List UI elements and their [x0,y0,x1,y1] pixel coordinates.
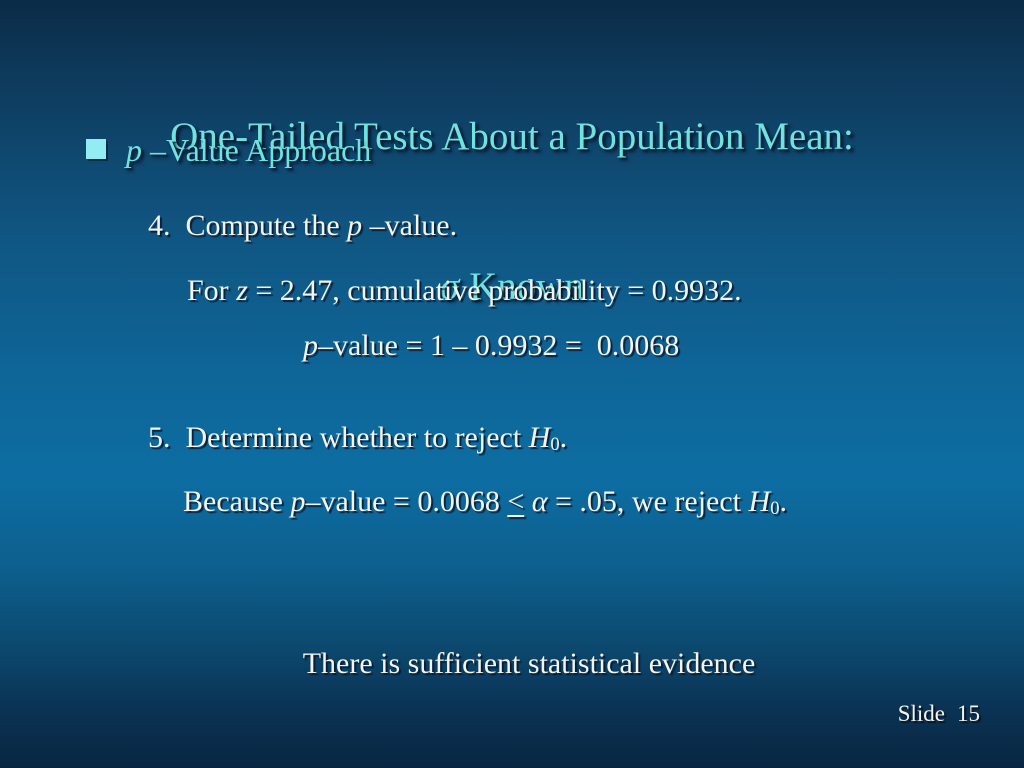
sigma-symbol: σ [440,265,460,308]
step-5-line: 5. Determine whether to reject H0. [148,421,568,456]
slide-title-line1: One-Tailed Tests About a Population Mean… [170,115,854,158]
conclusion-paragraph: There is sufficient statistical evidence… [0,556,1024,768]
p-value-computation-line: p–value = 1 – 0.9932 = 0.0068 [303,329,680,362]
slide-title: One-Tailed Tests About a Population Mean… [0,12,1024,412]
less-equal-symbol: < [507,485,525,518]
step-4-line: 4. Compute the p –value. [148,209,458,242]
slide-title-line2: σ Known [440,265,584,308]
alpha-symbol: α [531,485,548,518]
conclusion-line1: There is sufficient statistical evidence [302,647,756,680]
bullet-label: p –Value Approach [126,132,372,168]
rejection-reason-line: Because p–value = 0.0068 < α = .05, we r… [183,485,787,520]
slide-number: Slide 15 [897,701,980,726]
cumulative-probability-line: For z = 2.47, cumulative probability = 0… [187,274,742,307]
bullet-square-icon [86,139,106,159]
bullet-item-p-value-approach: p –Value Approach [86,130,371,170]
